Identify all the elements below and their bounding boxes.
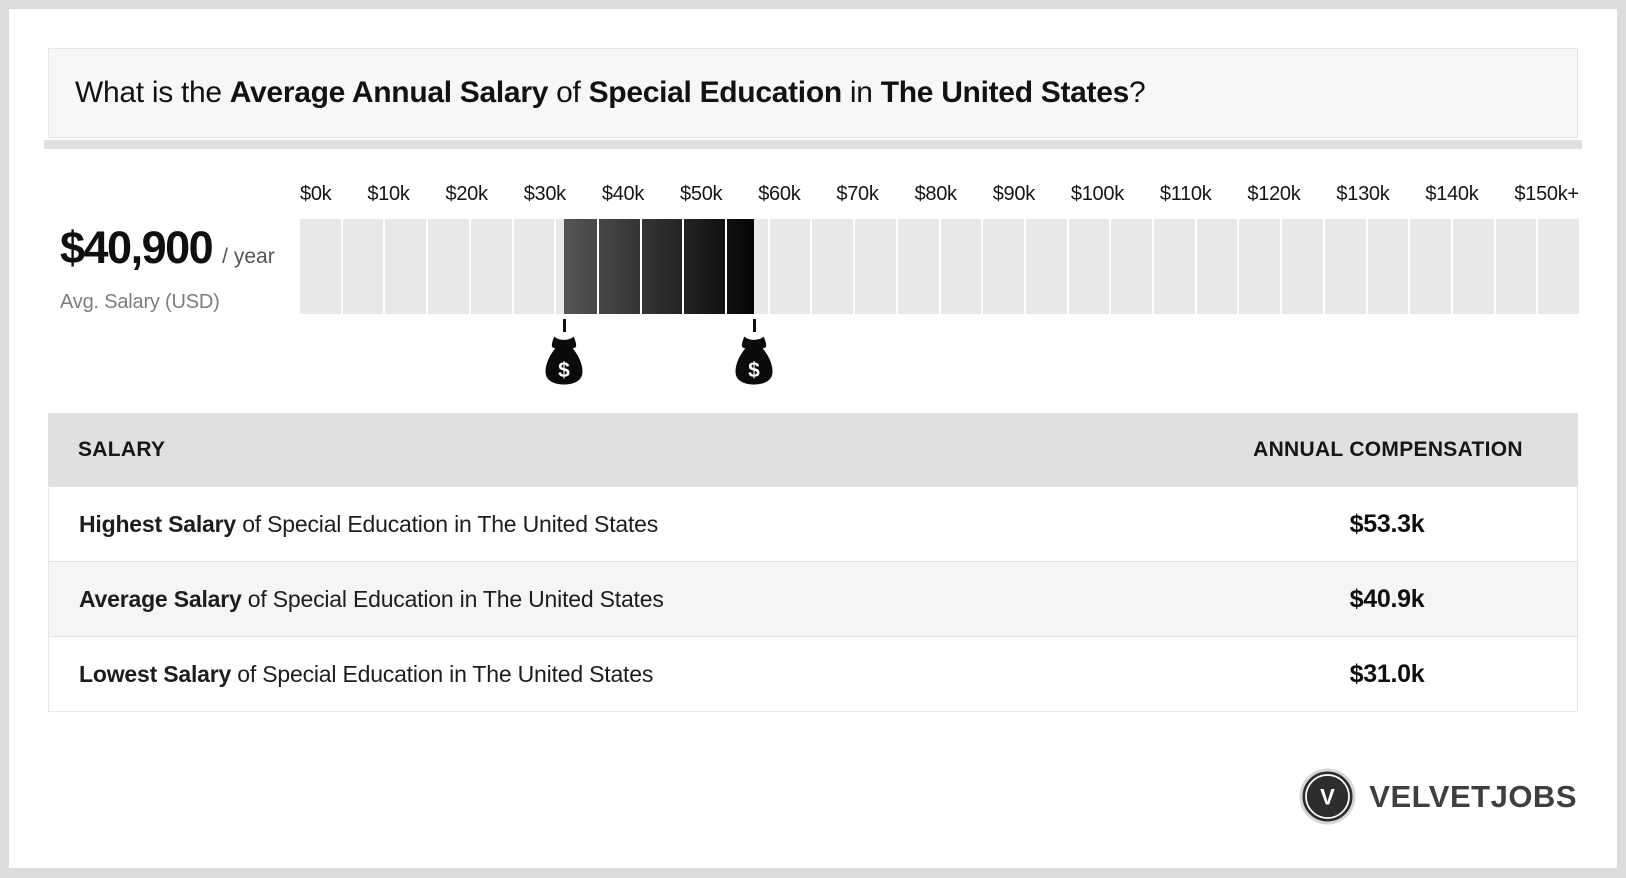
scale-segment: [897, 219, 939, 314]
scale-segment: [1068, 219, 1110, 314]
average-salary-stat: $40,900 / year Avg. Salary (USD): [60, 222, 296, 314]
scale-segment: [598, 219, 640, 314]
scale-track: $ $: [300, 219, 1580, 385]
table-row: Highest Salary of Special Education in T…: [49, 487, 1577, 561]
scale-segment: [1367, 219, 1409, 314]
scale-segment: [1452, 219, 1494, 314]
axis-label: $80k: [914, 183, 957, 205]
scale-segment: [769, 219, 811, 314]
title-card-shadow: [44, 140, 1582, 149]
money-bag-icon: $: [543, 336, 585, 390]
table-row: Average Salary of Special Education in T…: [49, 561, 1577, 636]
salary-range-highlight: [598, 219, 640, 314]
axis-label: $60k: [758, 183, 801, 205]
velvetjobs-monogram-icon: V: [1299, 768, 1356, 825]
title-card: What is the Average Annual Salary of Spe…: [48, 48, 1578, 138]
axis-label: $40k: [601, 183, 645, 205]
axis-label: $110k: [1159, 183, 1212, 205]
marker-tick: [562, 319, 566, 332]
axis-label: $10k: [367, 183, 410, 205]
stat-caption: Avg. Salary (USD): [60, 291, 220, 313]
salary-range-highlight: [564, 219, 597, 314]
salary-row-label: Lowest Salary of Special Education in Th…: [79, 660, 654, 687]
scale-segment: [342, 219, 384, 314]
scale-segment: [812, 219, 854, 314]
scale-segment: [1025, 219, 1067, 314]
axis-labels: $0k $10k $20k $30k $40k $50k $60k $70k $80k $90k $…: [300, 183, 1579, 206]
annual-compensation-value: $31.0k: [1349, 659, 1425, 688]
column-header-annual-compensation: ANNUAL COMPENSATION: [1253, 438, 1523, 461]
salary-marker: $: [543, 319, 585, 390]
table-row: Lowest Salary of Special Education in Th…: [49, 636, 1577, 711]
scale-segment: [1239, 219, 1281, 314]
money-bag-icon: $: [733, 336, 775, 390]
scale-segment: [1324, 219, 1366, 314]
scale-segment: [556, 219, 597, 314]
salary-table: SALARY ANNUAL COMPENSATION Highest Salar…: [48, 413, 1578, 712]
scale-segment: [684, 219, 726, 314]
salary-range-highlight: [727, 219, 754, 314]
svg-text:$: $: [749, 359, 761, 382]
scale-segment: [1410, 219, 1451, 314]
velvetjobs-logo: V VELVETJOBS: [1299, 768, 1577, 825]
svg-text:$: $: [558, 359, 570, 382]
annual-compensation-value: $40.9k: [1349, 584, 1425, 613]
scale-segment: [940, 219, 982, 314]
axis-label: $130k: [1336, 183, 1390, 205]
stat-amount-row: $40,900 / year: [60, 222, 296, 274]
scale-segment: [983, 219, 1024, 314]
scale-segment: [1282, 219, 1323, 314]
annual-compensation-value: $53.3k: [1349, 509, 1425, 538]
scale-segment: [1538, 219, 1580, 314]
table-header-row: SALARY ANNUAL COMPENSATION: [48, 413, 1578, 487]
average-salary-amount: $40,900: [60, 222, 214, 273]
scale-segment: [300, 219, 341, 314]
salary-row-label: Average Salary of Special Education in T…: [79, 585, 664, 612]
axis-label: $90k: [992, 183, 1035, 205]
salary-range-highlight: [641, 219, 683, 314]
salary-range-highlight: [684, 219, 726, 314]
per-year-suffix: / year: [222, 245, 275, 268]
axis-label: $70k: [836, 183, 879, 205]
axis-label: $140k: [1425, 183, 1479, 205]
salary-row-label: Highest Salary of Special Education in T…: [79, 510, 659, 537]
scale-segment: [513, 219, 555, 314]
svg-text:V: V: [1320, 785, 1335, 810]
scale-segment: [727, 219, 768, 314]
axis-label: $0k: [300, 183, 332, 205]
scale-segment: [1154, 219, 1195, 314]
scale-segment: [1111, 219, 1153, 314]
page-title: What is the Average Annual Salary of Spe…: [75, 76, 1146, 109]
marker-tick: [752, 319, 756, 332]
axis-label: $100k: [1070, 183, 1124, 205]
scale-segment: [428, 219, 469, 314]
salary-scale-chart: $0k $10k $20k $30k $40k $50k $60k $70k $80k $90k $…: [300, 183, 1580, 385]
axis-label: $150k+: [1514, 183, 1579, 205]
table-body: Highest Salary of Special Education in T…: [48, 487, 1578, 712]
salary-marker: $: [733, 319, 775, 390]
axis-label: $50k: [680, 183, 723, 205]
scale-segment: [641, 219, 683, 314]
column-header-salary: SALARY: [78, 438, 166, 461]
scale-segment: [470, 219, 512, 314]
scale-segment: [385, 219, 427, 314]
scale-segment: [855, 219, 896, 314]
axis-label: $20k: [445, 183, 488, 205]
scale-segment: [1495, 219, 1537, 314]
velvetjobs-wordmark: VELVETJOBS: [1369, 778, 1577, 814]
axis-label: $120k: [1247, 183, 1301, 205]
scale-segment: [1196, 219, 1238, 314]
axis-label: $30k: [523, 183, 566, 205]
